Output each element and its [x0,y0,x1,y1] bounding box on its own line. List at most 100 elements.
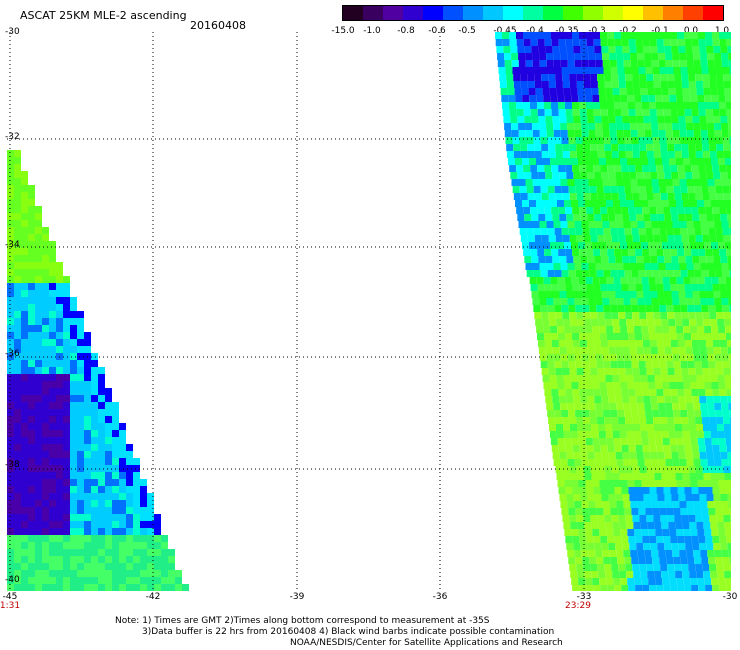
data-cell [615,116,623,123]
data-cell [530,109,538,116]
data-cell [589,361,597,368]
data-cell [617,137,625,144]
data-cell [539,123,547,130]
data-cell [558,165,566,172]
latitude-label: -34 [5,240,20,250]
data-cell [659,557,667,564]
data-cell [685,116,693,123]
data-cell [576,417,584,424]
data-cell [701,67,709,74]
data-cell [56,500,63,507]
data-cell [687,270,695,277]
data-cell [35,402,42,409]
data-cell [112,542,119,549]
data-cell [556,88,564,95]
data-cell [713,291,721,298]
data-cell [70,500,77,507]
data-cell [705,333,713,340]
data-cell [633,431,641,438]
data-cell [91,500,98,507]
data-cell [649,32,656,39]
data-cell [669,95,677,102]
data-cell [84,374,91,381]
data-cell [637,221,645,228]
data-cell [42,374,49,381]
data-cell [627,242,634,249]
data-cell [14,304,21,311]
data-cell [42,458,49,465]
data-cell [602,123,610,130]
latitude-label: -40 [5,575,20,585]
data-cell [713,452,721,459]
data-cell [635,340,643,347]
data-cell [551,207,559,214]
data-cell [593,102,600,109]
data-cell [665,60,673,67]
data-cell [697,95,705,102]
data-cell [565,109,573,116]
data-cell [665,53,673,60]
data-cell [681,312,689,319]
data-cell [641,480,649,487]
data-cell [711,326,719,333]
color-scale-label: -0.6 [428,26,446,36]
data-cell [140,486,147,493]
data-cell [126,465,133,472]
data-cell [112,549,119,556]
data-cell [726,249,731,256]
data-cell [556,375,564,382]
data-cell [7,318,14,325]
data-cell [63,423,70,430]
data-cell [651,123,659,130]
data-cell [668,522,676,529]
data-cell [112,514,119,521]
data-cell [552,452,560,459]
data-cell [84,472,91,479]
data-cell [84,444,91,451]
data-cell [694,228,702,235]
data-cell [590,312,598,319]
data-cell [610,67,618,74]
data-cell [661,375,669,382]
data-cell [596,557,604,564]
data-cell [694,557,702,564]
data-cell [551,333,559,340]
color-swatch [543,6,563,20]
data-cell [42,227,49,234]
data-cell [522,158,529,165]
data-cell [672,60,680,67]
data-cell [632,144,640,151]
data-cell [706,347,714,354]
data-cell [709,235,717,242]
data-cell [546,263,554,270]
data-cell [555,144,563,151]
data-cell [676,158,683,165]
data-cell [704,277,712,284]
data-cell [689,424,696,431]
data-cell [600,102,607,109]
data-cell [7,192,14,199]
data-cell [656,39,664,46]
data-cell [605,424,612,431]
data-cell [168,563,175,570]
color-scale-labels: -15.0 -1.0 -0.8 -0.6 -0.5 -0.45 -0.4 -0.35 -0.3-… [330,26,740,38]
data-cell [566,256,574,263]
data-cell [697,382,705,389]
data-cell [667,368,675,375]
data-cell [42,360,49,367]
data-cell [35,339,42,346]
data-cell [705,165,713,172]
data-cell [49,374,56,381]
data-cell [725,326,731,333]
data-cell [696,571,704,578]
data-cell [112,479,119,486]
data-cell [573,347,581,354]
data-cell [28,570,35,577]
data-cell [609,179,617,186]
data-cell [660,193,668,200]
data-cell [77,437,84,444]
data-cell [105,430,112,437]
data-cell [536,277,544,284]
data-cell [666,67,674,74]
data-cell [663,102,670,109]
